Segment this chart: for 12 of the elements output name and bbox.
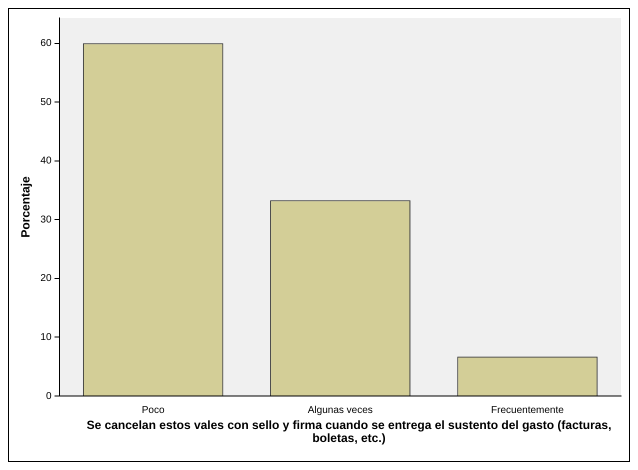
y-tick-label: 60 bbox=[40, 38, 52, 50]
y-tick-label: 20 bbox=[40, 273, 52, 284]
y-tick-label: 0 bbox=[46, 390, 52, 402]
y-tick-label: 50 bbox=[40, 96, 52, 108]
x-axis-title: Se cancelan estos vales con sello y firma cuando se entrega el sustento del gasto (facturas, boletas, etc.) bbox=[86, 418, 612, 445]
y-tick-label: 30 bbox=[40, 214, 52, 226]
y-tick-label: 10 bbox=[40, 332, 52, 343]
x-tick-label: Poco bbox=[142, 404, 165, 416]
y-axis-title: Porcentaje bbox=[18, 176, 33, 238]
x-tick-label: Frecuentemente bbox=[491, 404, 564, 416]
y-tick-label: 40 bbox=[40, 156, 52, 167]
x-tick-label: Algunas veces bbox=[308, 404, 373, 416]
